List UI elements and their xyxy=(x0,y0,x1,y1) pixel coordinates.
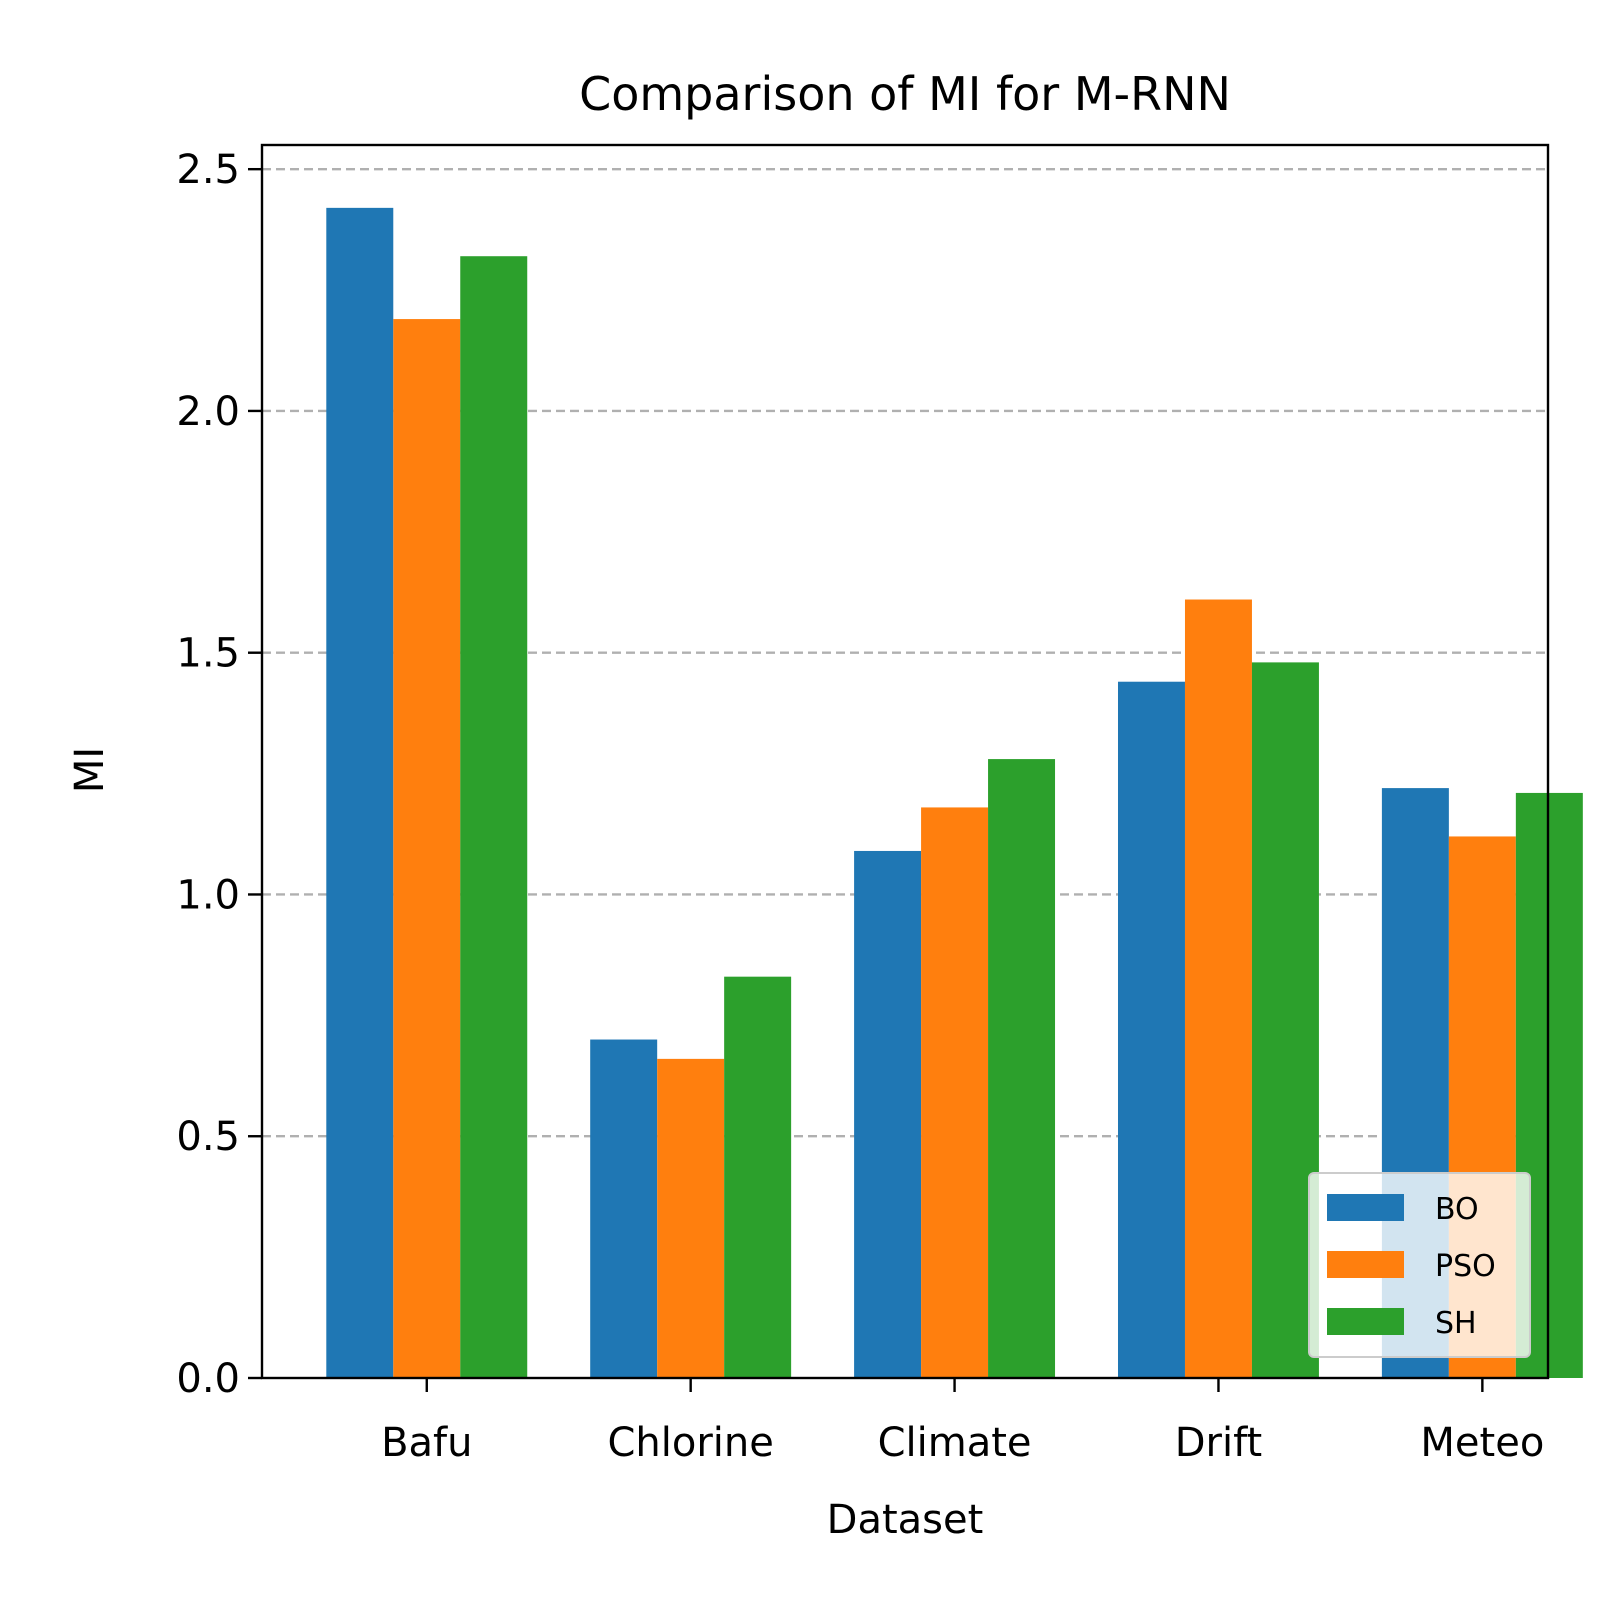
bars xyxy=(326,207,1583,1379)
x-axis-label: Dataset xyxy=(827,1497,984,1543)
y-tick-label: 1.0 xyxy=(176,872,240,918)
bar-sh-chlorine xyxy=(724,976,792,1378)
bar-sh-drift xyxy=(1251,662,1319,1378)
x-tick-label: Chlorine xyxy=(607,1420,773,1466)
y-tick-label: 0.0 xyxy=(176,1356,240,1402)
x-tick-label: Meteo xyxy=(1420,1420,1544,1466)
legend-label-pso: PSO xyxy=(1435,1249,1496,1284)
legend-label-bo: BO xyxy=(1435,1192,1479,1227)
bar-pso-chlorine xyxy=(657,1058,725,1378)
bar-sh-bafu xyxy=(460,256,528,1378)
plot-frame xyxy=(260,143,1550,1380)
legend: BO PSO SH xyxy=(1308,1172,1531,1358)
legend-swatch-sh xyxy=(1327,1308,1404,1335)
x-tick-label: Climate xyxy=(878,1420,1032,1466)
bar-sh-climate xyxy=(988,759,1056,1378)
y-tick-label: 0.5 xyxy=(176,1114,240,1160)
bar-bo-bafu xyxy=(326,207,394,1378)
bar-pso-bafu xyxy=(393,319,461,1379)
chart-title: Comparison of MI for M-RNN xyxy=(579,67,1231,121)
axis-ticks: 0.0 0.5 1.0 1.5 2.0 2.5 Bafu Chlorine Climate Dri… xyxy=(176,147,1544,1466)
bar-bo-chlorine xyxy=(590,1039,658,1378)
legend-label-sh: SH xyxy=(1435,1306,1477,1341)
bar-pso-climate xyxy=(921,807,989,1378)
y-axis-label: MI xyxy=(67,747,113,793)
x-tick-label: Bafu xyxy=(381,1420,472,1466)
x-tick-label: Drift xyxy=(1175,1420,1262,1466)
y-tick-label: 2.0 xyxy=(176,389,240,435)
bar-bo-drift xyxy=(1117,681,1185,1378)
y-tick-label: 2.5 xyxy=(176,147,240,193)
legend-swatch-pso xyxy=(1327,1251,1404,1278)
legend-swatch-bo xyxy=(1327,1194,1404,1221)
bar-pso-drift xyxy=(1184,599,1252,1378)
y-tick-label: 1.5 xyxy=(176,631,240,677)
bar-bo-climate xyxy=(854,850,922,1378)
